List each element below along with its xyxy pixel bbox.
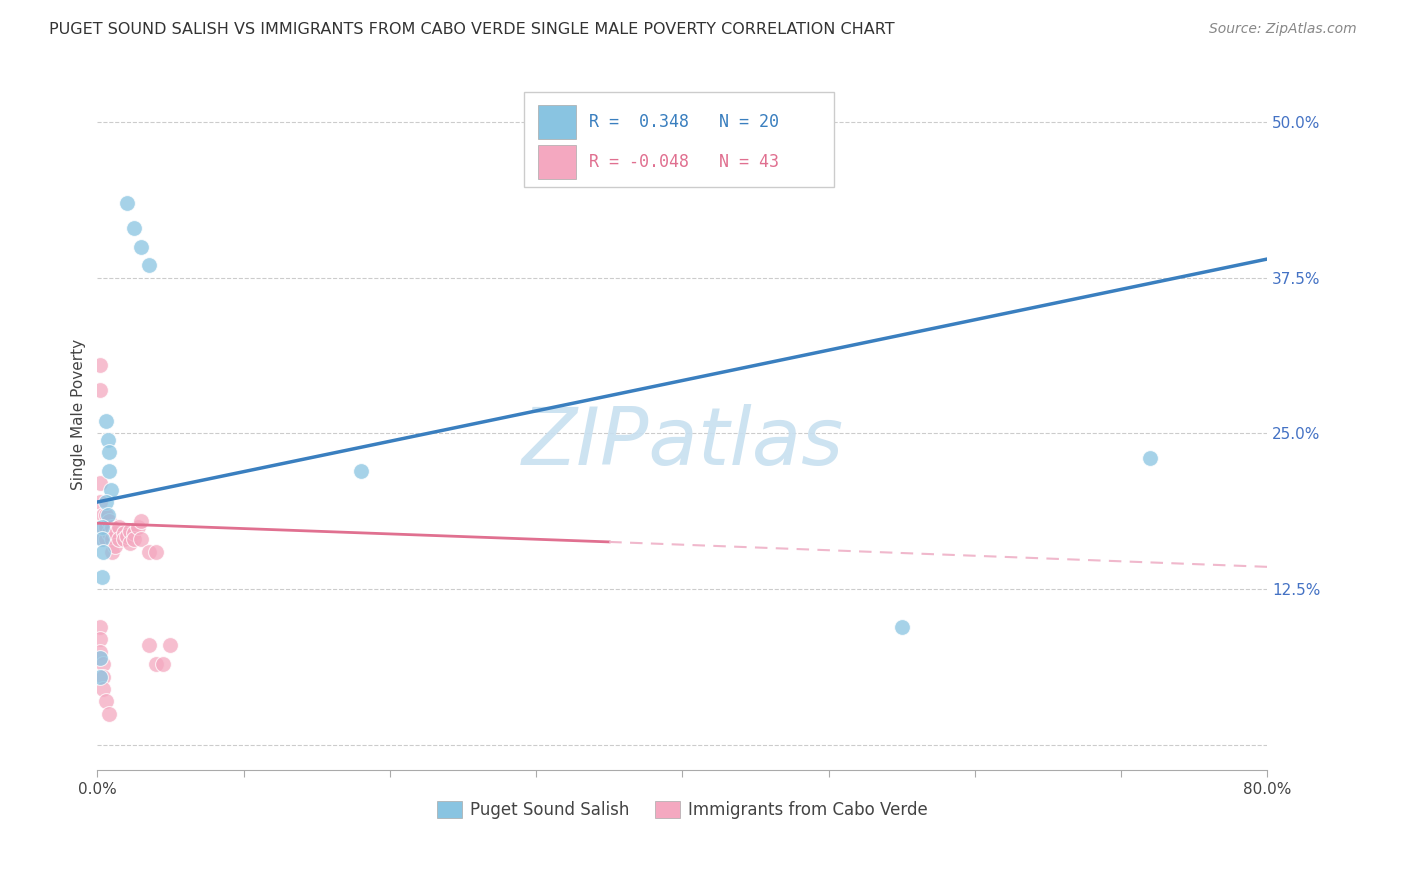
Point xyxy=(89,476,111,491)
Point xyxy=(89,632,111,647)
FancyBboxPatch shape xyxy=(538,145,576,179)
Y-axis label: Single Male Poverty: Single Male Poverty xyxy=(72,339,86,491)
Point xyxy=(98,445,121,459)
Point xyxy=(122,220,145,235)
Legend: Puget Sound Salish, Immigrants from Cabo Verde: Puget Sound Salish, Immigrants from Cabo… xyxy=(430,794,935,826)
Text: Source: ZipAtlas.com: Source: ZipAtlas.com xyxy=(1209,22,1357,37)
Point xyxy=(89,383,111,397)
Text: PUGET SOUND SALISH VS IMMIGRANTS FROM CABO VERDE SINGLE MALE POVERTY CORRELATION: PUGET SOUND SALISH VS IMMIGRANTS FROM CA… xyxy=(49,22,894,37)
Point xyxy=(101,533,124,547)
Text: ZIPatlas: ZIPatlas xyxy=(522,404,844,483)
Point xyxy=(97,433,120,447)
Point xyxy=(115,529,138,543)
Point xyxy=(91,508,114,522)
Point xyxy=(89,669,111,683)
Point xyxy=(138,639,160,653)
Point xyxy=(122,526,145,541)
Point xyxy=(104,539,127,553)
FancyBboxPatch shape xyxy=(524,92,834,187)
Point xyxy=(101,520,124,534)
Point xyxy=(1139,451,1161,466)
Point xyxy=(90,520,112,534)
Point xyxy=(97,508,120,522)
Point xyxy=(112,533,135,547)
Point xyxy=(101,545,124,559)
Point xyxy=(91,520,114,534)
Point xyxy=(129,533,152,547)
Point xyxy=(349,464,371,478)
Point xyxy=(115,195,138,210)
Point xyxy=(118,536,141,550)
Point xyxy=(91,657,114,671)
Point xyxy=(127,520,149,534)
Point xyxy=(94,694,117,708)
Point xyxy=(890,620,912,634)
Point xyxy=(138,545,160,559)
Point xyxy=(98,706,121,721)
Point xyxy=(145,545,167,559)
Point xyxy=(89,495,111,509)
Point xyxy=(91,681,114,696)
Point xyxy=(104,526,127,541)
Point xyxy=(89,650,111,665)
Point xyxy=(100,483,122,497)
Point xyxy=(94,495,117,509)
Point xyxy=(138,258,160,272)
Point xyxy=(118,524,141,538)
Text: R =  0.348   N = 20: R = 0.348 N = 20 xyxy=(589,113,779,131)
Point xyxy=(98,514,121,528)
Point xyxy=(91,533,114,547)
Point xyxy=(129,239,152,253)
Point xyxy=(108,520,131,534)
Point xyxy=(108,533,131,547)
Point xyxy=(90,533,112,547)
Point xyxy=(129,514,152,528)
Point xyxy=(122,533,145,547)
Point xyxy=(94,533,117,547)
Point xyxy=(159,639,181,653)
Point xyxy=(112,526,135,541)
Point xyxy=(89,358,111,372)
Point xyxy=(145,657,167,671)
Point xyxy=(91,669,114,683)
Point xyxy=(89,620,111,634)
Point xyxy=(152,657,174,671)
Point xyxy=(90,570,112,584)
Text: R = -0.048   N = 43: R = -0.048 N = 43 xyxy=(589,153,779,171)
Point xyxy=(98,464,121,478)
FancyBboxPatch shape xyxy=(538,105,576,139)
Point xyxy=(94,520,117,534)
Point xyxy=(91,545,114,559)
Point xyxy=(94,414,117,428)
Point xyxy=(89,644,111,658)
Point xyxy=(94,508,117,522)
Point xyxy=(98,526,121,541)
